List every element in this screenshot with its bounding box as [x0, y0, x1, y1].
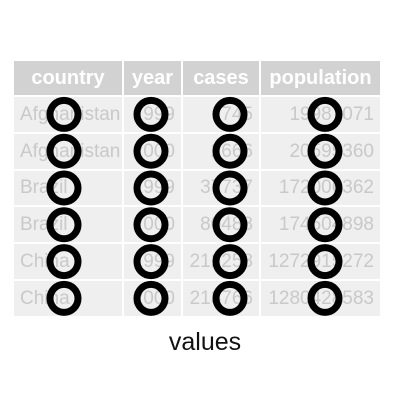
value-marker-year [133, 133, 169, 169]
value-marker-cases [212, 170, 248, 206]
value-marker-year [133, 244, 169, 280]
value-marker-country [46, 280, 82, 316]
value-marker-cases [212, 133, 248, 169]
value-marker-year [133, 170, 169, 206]
header-population: population [261, 61, 380, 95]
value-marker-country [46, 207, 82, 243]
header-year: year [124, 61, 181, 95]
value-marker-year [133, 96, 169, 132]
value-marker-cases [212, 96, 248, 132]
header-cases: cases [183, 61, 259, 95]
value-marker-population [307, 207, 343, 243]
value-marker-year [133, 280, 169, 316]
cell-country: Brazil [14, 170, 122, 206]
value-marker-cases [212, 244, 248, 280]
value-marker-year [133, 207, 169, 243]
value-marker-population [307, 96, 343, 132]
value-marker-population [307, 133, 343, 169]
caption: values [168, 328, 242, 356]
value-marker-cases [212, 207, 248, 243]
value-marker-country [46, 170, 82, 206]
value-marker-population [307, 170, 343, 206]
header-country: country [14, 61, 122, 95]
value-marker-country [46, 244, 82, 280]
value-marker-cases [212, 280, 248, 316]
value-marker-population [307, 280, 343, 316]
value-marker-population [307, 244, 343, 280]
value-marker-country [46, 133, 82, 169]
value-marker-country [46, 96, 82, 132]
cell-population: 1280428583 [261, 281, 380, 316]
